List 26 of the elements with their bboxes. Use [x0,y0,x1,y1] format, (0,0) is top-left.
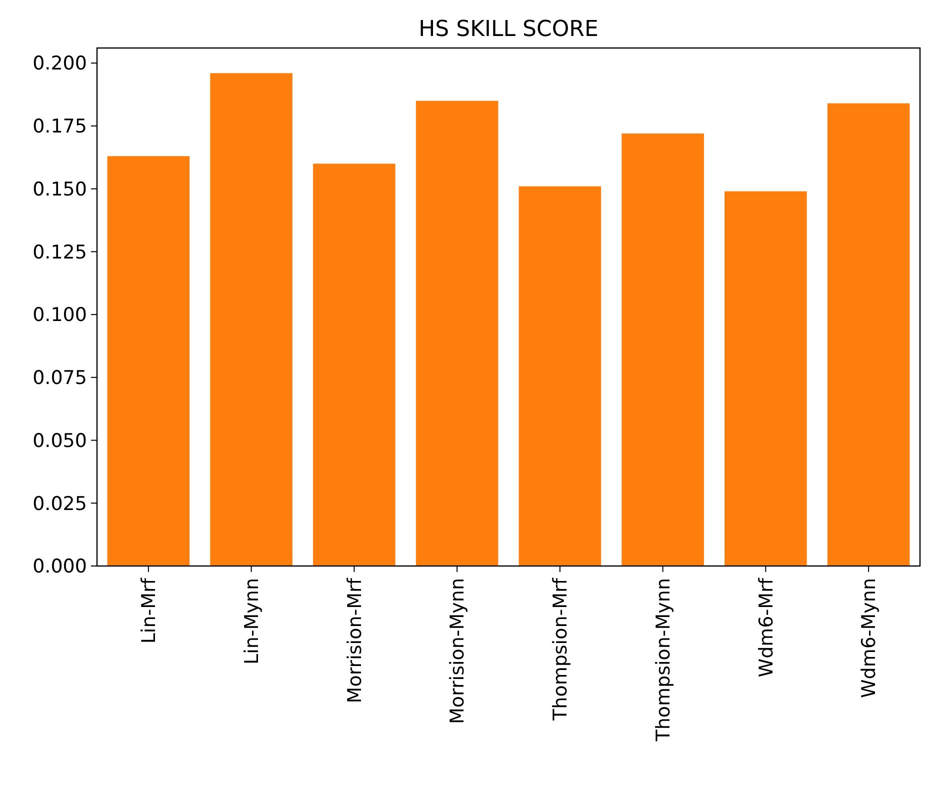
bar [313,164,396,566]
bar [622,133,704,566]
bar [107,156,190,566]
y-tick-label: 0.125 [32,241,87,264]
bar [827,103,910,566]
bar [210,73,292,566]
y-tick-label: 0.075 [32,367,87,390]
bar [518,186,602,566]
y-tick-label: 0.100 [32,304,87,326]
y-tick-label: 0.200 [32,52,87,75]
x-tick-label: Lin-Mynn [240,578,263,664]
x-tick-label: Morrision-Mynn [446,578,469,724]
y-tick-label: 0.175 [32,116,87,138]
y-tick-label: 0.150 [32,178,87,200]
x-tick-label: Thompsion-Mrf [550,576,572,722]
y-tick-label: 0.000 [32,556,87,578]
x-tick-label: Wdm6-Mrf [755,576,778,678]
x-tick-label: Thompsion-Mynn [652,578,674,742]
y-tick-label: 0.025 [32,492,87,515]
bar [416,100,498,566]
x-tick-label: Wdm6-Mynn [858,578,880,698]
chart-title: HS SKILL SCORE [418,17,598,42]
bar [724,191,807,566]
y-tick-label: 0.050 [32,430,87,452]
x-tick-label: Lin-Mrf [138,576,160,644]
x-tick-label: Morrision-Mrf [344,576,366,704]
